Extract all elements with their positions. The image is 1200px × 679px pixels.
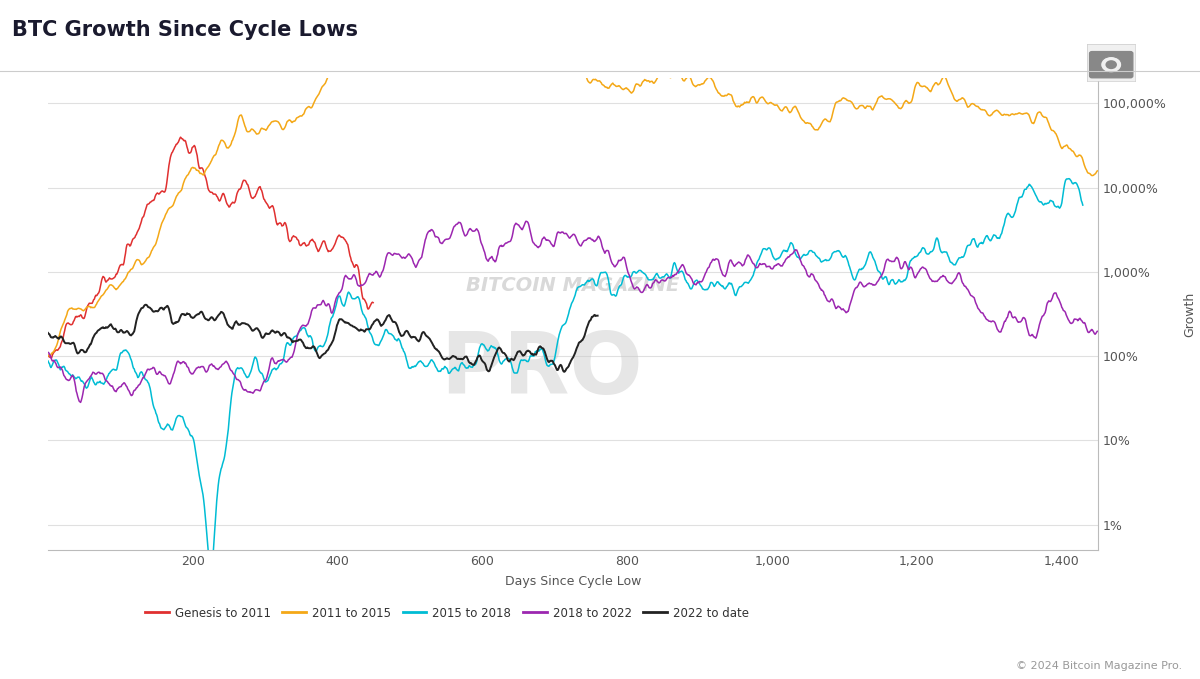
X-axis label: Days Since Cycle Low: Days Since Cycle Low	[505, 575, 641, 588]
Text: BITCOIN MAGAZINE: BITCOIN MAGAZINE	[467, 276, 679, 295]
Text: PRO: PRO	[440, 329, 643, 412]
FancyBboxPatch shape	[1090, 52, 1133, 78]
Y-axis label: Growth: Growth	[1183, 291, 1196, 337]
Legend: Genesis to 2011, 2011 to 2015, 2015 to 2018, 2018 to 2022, 2022 to date: Genesis to 2011, 2011 to 2015, 2015 to 2…	[140, 602, 754, 624]
Text: BTC Growth Since Cycle Lows: BTC Growth Since Cycle Lows	[12, 20, 358, 40]
Text: © 2024 Bitcoin Magazine Pro.: © 2024 Bitcoin Magazine Pro.	[1016, 661, 1182, 671]
Circle shape	[1100, 56, 1122, 73]
Circle shape	[1105, 60, 1117, 69]
